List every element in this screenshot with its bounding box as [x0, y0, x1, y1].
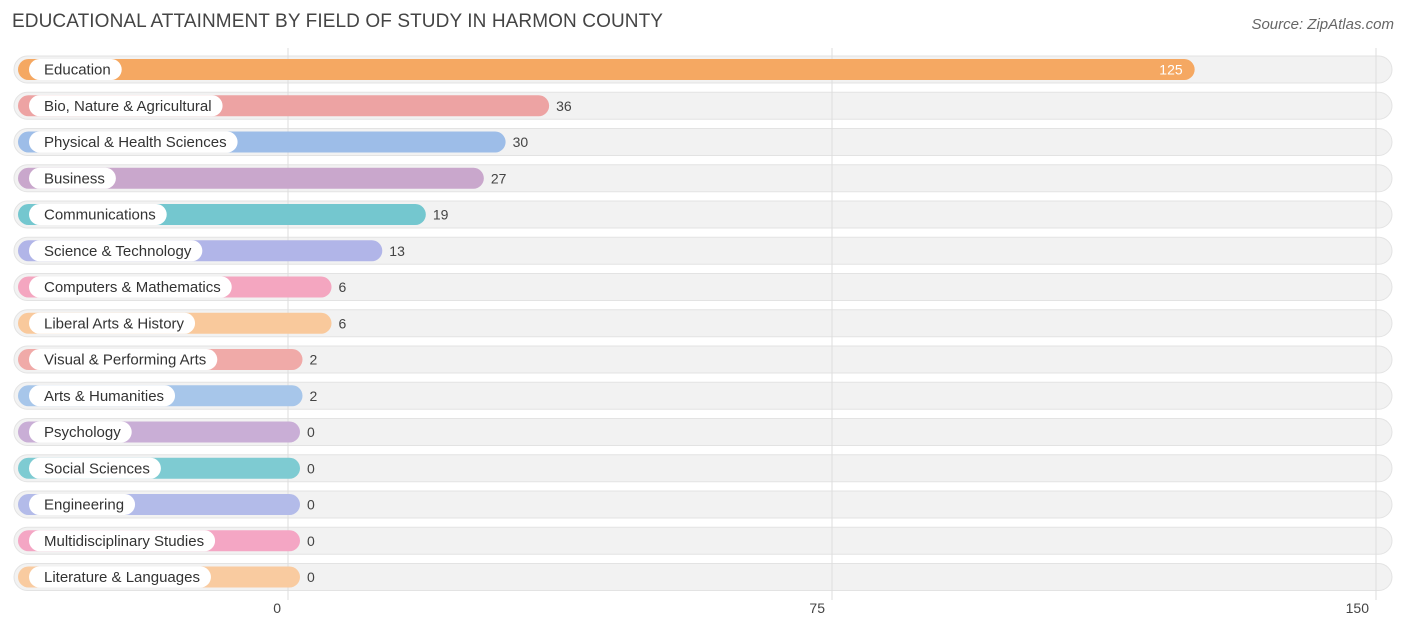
category-label: Arts & Humanities: [44, 388, 164, 405]
row-track: [13, 381, 1393, 410]
value-label: 6: [339, 279, 347, 295]
row-track: [13, 345, 1393, 374]
category-label-pill: [29, 240, 203, 262]
value-label: 0: [307, 424, 315, 440]
x-tick-label: 75: [809, 600, 825, 616]
row-track: [13, 309, 1393, 338]
category-label-pill: [29, 204, 167, 225]
value-label: 13: [389, 243, 405, 259]
row-track: [13, 526, 1393, 555]
value-label: 19: [433, 207, 449, 223]
chart-title: EDUCATIONAL ATTAINMENT BY FIELD OF STUDY…: [12, 11, 664, 32]
category-label: Computers & Mathematics: [44, 279, 221, 296]
category-label: Business: [44, 170, 105, 187]
category-label: Education: [44, 62, 111, 79]
value-label: 0: [307, 460, 315, 476]
value-label: 36: [556, 98, 572, 114]
category-label-pill: [29, 385, 176, 407]
row-track: [13, 563, 1393, 591]
category-label-pill: [29, 312, 196, 334]
category-label: Liberal Arts & History: [44, 315, 185, 332]
category-label-pill: [29, 494, 136, 515]
category-label: Psychology: [44, 424, 121, 441]
source-label: Source: ZipAtlas.com: [1251, 16, 1394, 33]
category-label-pill: [29, 59, 122, 80]
category-label: Multidisciplinary Studies: [44, 533, 204, 550]
category-label: Social Sciences: [44, 460, 150, 477]
category-label-pill: [29, 421, 132, 443]
category-label: Engineering: [44, 497, 124, 514]
bar: [18, 59, 1195, 80]
category-label-pill: [29, 349, 218, 370]
value-label: 2: [310, 388, 318, 404]
value-label: 2: [310, 352, 318, 368]
x-tick-label: 0: [273, 600, 281, 616]
category-label-pill: [29, 276, 232, 298]
row-track: [13, 490, 1393, 519]
category-label-pill: [29, 131, 238, 153]
x-tick-label: 150: [1346, 600, 1370, 616]
value-label: 0: [307, 533, 315, 549]
category-label-pill: [29, 530, 216, 552]
value-label: 30: [513, 134, 529, 150]
value-label: 6: [339, 315, 347, 331]
bar: [18, 167, 484, 189]
row-track: [13, 454, 1393, 483]
category-label: Communications: [44, 207, 156, 224]
row-track: [13, 273, 1393, 301]
value-label: 125: [1159, 62, 1183, 78]
category-label-pill: [29, 457, 161, 479]
value-label: 27: [491, 170, 507, 186]
category-label: Physical & Health Sciences: [44, 134, 227, 151]
category-label-pill: [29, 566, 211, 588]
category-label-pill: [29, 167, 116, 189]
value-label: 0: [307, 569, 315, 585]
category-label: Science & Technology: [44, 243, 192, 260]
category-label-pill: [29, 95, 223, 117]
category-label: Literature & Languages: [44, 569, 200, 586]
row-track: [13, 418, 1393, 446]
value-label: 0: [307, 497, 315, 513]
category-label: Bio, Nature & Agricultural: [44, 98, 212, 115]
category-label: Visual & Performing Arts: [44, 352, 206, 369]
